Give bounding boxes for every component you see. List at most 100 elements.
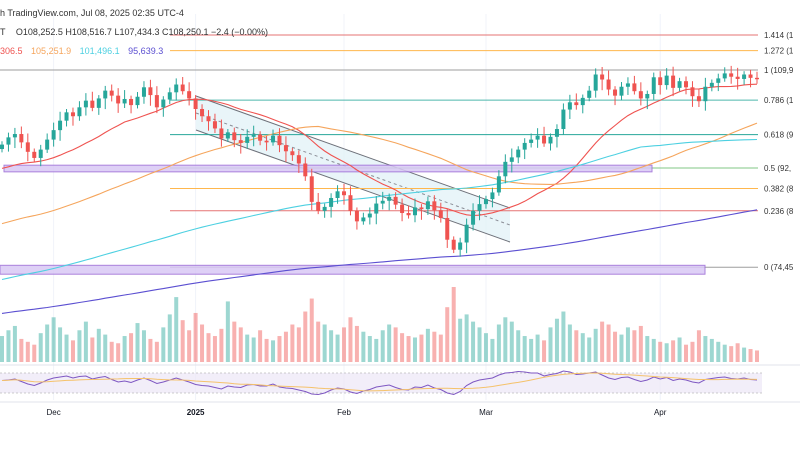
candle: [748, 74, 753, 78]
volume-bar: [135, 323, 140, 362]
volume-bar: [367, 336, 372, 362]
channel-lower-line: [195, 129, 511, 243]
volume-bar: [290, 324, 295, 362]
candle: [374, 203, 379, 214]
volume-bar: [180, 320, 185, 362]
rsi-ma-line: [1, 372, 758, 392]
volume-bar: [264, 338, 269, 362]
volume-bar: [32, 344, 37, 362]
volume-bar: [271, 340, 276, 362]
volume-bar: [703, 336, 708, 362]
candle: [329, 197, 334, 207]
volume-bar: [645, 336, 650, 362]
x-tick-label: Feb: [337, 408, 351, 417]
candle: [406, 213, 411, 216]
volume-bar: [19, 338, 24, 362]
fib-label-1-272: 1.272 (1: [764, 47, 794, 56]
volume-bar: [535, 334, 540, 362]
volume-bar: [109, 341, 114, 362]
candle: [554, 129, 559, 137]
volume-bar: [400, 333, 405, 362]
volume-bar: [283, 331, 288, 362]
candle: [483, 199, 488, 205]
volume-bar: [516, 330, 521, 362]
volume-bar: [425, 328, 430, 362]
candle: [135, 96, 140, 106]
candle: [187, 91, 192, 99]
candle: [638, 91, 643, 99]
candle: [380, 200, 385, 204]
volume-bar: [322, 324, 327, 362]
volume-bar: [567, 324, 572, 362]
candle: [393, 196, 398, 205]
candle: [348, 195, 353, 211]
candle: [664, 75, 669, 86]
volume-bar: [25, 341, 30, 362]
volume-bar: [200, 324, 205, 362]
candle: [516, 149, 521, 158]
candle: [193, 98, 198, 109]
volume-bar: [374, 338, 379, 362]
volume-bar: [696, 330, 701, 362]
candle: [458, 242, 463, 250]
volume-bar: [122, 336, 127, 362]
volume-bar: [387, 324, 392, 362]
volume-bar: [6, 330, 11, 362]
candle: [412, 207, 417, 216]
ma-value-20: 306.5: [0, 46, 23, 56]
volume-bar: [148, 338, 153, 362]
candle: [167, 92, 172, 100]
candle: [296, 155, 301, 164]
candle: [335, 191, 340, 198]
volume-bar: [606, 324, 611, 362]
candle: [735, 76, 740, 79]
candle: [258, 134, 263, 141]
volume-bar: [38, 333, 43, 362]
volume-bar: [245, 334, 250, 362]
candles-group: [0, 65, 759, 257]
candle: [271, 135, 276, 143]
volume-bar: [258, 330, 263, 362]
volume-bar: [496, 324, 501, 362]
candle: [367, 213, 372, 218]
ma-100-line: [1, 138, 758, 281]
candle: [342, 191, 347, 196]
volume-bar: [735, 343, 740, 362]
volume-bar: [193, 312, 198, 362]
volume-bar: [574, 330, 579, 362]
symbol-suffix: T: [0, 27, 6, 37]
candle: [38, 149, 43, 158]
candle: [477, 204, 482, 211]
candle: [83, 100, 88, 108]
volume-bar: [529, 338, 534, 362]
candle: [316, 201, 321, 211]
volume-bar: [12, 325, 17, 362]
candle: [77, 107, 82, 117]
fib-label-1-414: 1.414 (1: [764, 31, 794, 40]
candle: [309, 176, 314, 202]
candle: [606, 79, 611, 90]
ma-value-50: 105,251.9: [31, 46, 72, 56]
volume-bar: [167, 314, 172, 362]
candle: [690, 87, 695, 97]
candle: [574, 102, 579, 106]
volume-bar: [393, 327, 398, 362]
candle: [174, 84, 179, 93]
ma-20-line: [1, 83, 758, 217]
candle: [122, 98, 127, 104]
candle: [251, 134, 256, 137]
candle: [587, 90, 592, 98]
volume-bar: [522, 336, 527, 362]
candle: [19, 134, 24, 143]
candle: [567, 102, 572, 110]
volume-bar: [438, 334, 443, 362]
candle: [303, 163, 308, 177]
ma-values-line: 306.5 105,251.9 101,496.1 95,639.3: [0, 46, 163, 56]
candle: [632, 83, 637, 92]
volume-bar: [503, 317, 508, 362]
volume-bar: [251, 337, 256, 362]
candle: [141, 87, 146, 97]
volume-bar: [238, 327, 243, 362]
